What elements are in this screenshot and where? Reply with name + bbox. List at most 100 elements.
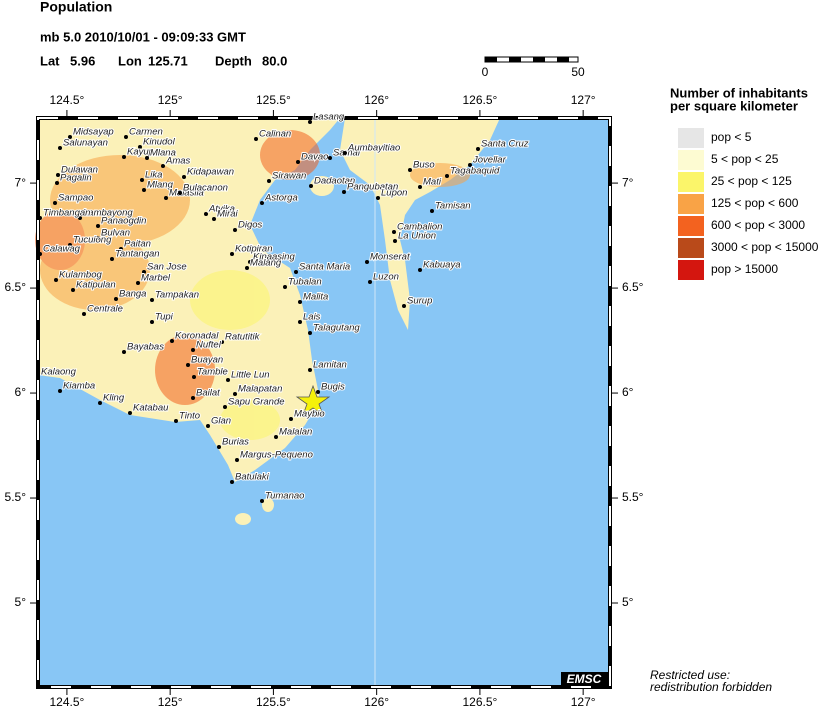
lon-tick-label: 126°: [364, 93, 389, 107]
place-dot: [186, 363, 190, 367]
lat-tick-label: 7°: [15, 175, 27, 189]
place-label: Kinudol: [143, 137, 176, 148]
place-dot: [170, 339, 174, 343]
place-label: Bugis: [321, 382, 345, 393]
place-label: Dulawan: [61, 165, 98, 176]
place-dot: [260, 201, 264, 205]
lat-label: Lat: [40, 53, 60, 68]
place-dot: [82, 312, 86, 316]
place-label: Digos: [238, 220, 263, 231]
place-dot: [150, 320, 154, 324]
place-dot: [38, 216, 42, 220]
place-label: Kotipiran: [235, 244, 273, 255]
place-dot: [71, 288, 75, 292]
place-label: Jovellar: [472, 155, 507, 166]
place-label: Pagalin: [60, 173, 92, 184]
depth-label: Depth: [215, 53, 252, 68]
place-label: Kling: [103, 393, 125, 404]
place-label: Lupon: [381, 188, 407, 199]
place-label: Lais: [303, 312, 321, 323]
place-label: Malalan: [279, 427, 312, 438]
place-label: Glan: [211, 416, 231, 427]
place-label: Paitan: [124, 239, 151, 250]
place-label: Bulacanon: [183, 183, 228, 194]
place-dot: [308, 368, 312, 372]
place-label: Tucuiong: [73, 235, 112, 246]
place-dot: [122, 350, 126, 354]
lat-tick-label: 6.5°: [5, 280, 27, 294]
place-dot: [124, 135, 128, 139]
lat-tick-label: 7°: [622, 175, 634, 189]
place-label: Pangubatan: [347, 182, 398, 193]
place-dot: [78, 216, 82, 220]
place-dot: [296, 160, 300, 164]
place-dot: [138, 145, 142, 149]
place-label: Kinaasing: [253, 252, 295, 263]
place-dot: [308, 331, 312, 335]
place-dot: [150, 298, 154, 302]
place-label: Sapu Grande: [228, 397, 285, 408]
place-dot: [309, 184, 313, 188]
place-dot: [248, 260, 252, 264]
place-label: Aumbayitiao: [347, 143, 400, 154]
place-dot: [235, 458, 239, 462]
place-label: Kidapawan: [187, 167, 234, 178]
legend-title: Number of inhabitants: [670, 85, 808, 100]
place-dot: [96, 224, 100, 228]
place-label: Malang: [250, 258, 282, 269]
place-dot: [233, 392, 237, 396]
place-label: San Jose: [147, 262, 187, 273]
place-label: Lambayong: [83, 208, 133, 219]
place-dot: [316, 390, 320, 394]
lat: 5.96: [70, 53, 95, 68]
place-dot: [430, 209, 434, 213]
place-dot: [53, 201, 57, 205]
place-dot: [408, 168, 412, 172]
place-dot: [220, 340, 224, 344]
place-label: Tupi: [155, 312, 174, 323]
place-dot: [191, 348, 195, 352]
title: Population: [40, 0, 112, 15]
place-dot: [110, 257, 114, 261]
place-label: Bulvan: [101, 228, 130, 239]
place-label: Carmen: [129, 127, 163, 138]
place-label: Katabau: [133, 403, 169, 414]
place-dot: [283, 285, 287, 289]
place-dot: [206, 424, 210, 428]
lon-tick-label: 124.5°: [49, 93, 84, 107]
place-label: Calawag: [43, 244, 81, 255]
place-dot: [96, 236, 100, 240]
place-dot: [223, 405, 227, 409]
place-label: Midsayap: [73, 127, 114, 138]
place-dot: [308, 120, 312, 124]
lon-tick-label: 126.5°: [462, 93, 497, 107]
lon-tick-label: 124.5°: [49, 695, 84, 709]
place-label: Tagabaquid: [450, 166, 500, 177]
place-label: Marbel: [141, 273, 171, 284]
place-label: Cambalion: [397, 222, 442, 233]
place-dot: [267, 179, 271, 183]
place-label: Monserat: [370, 252, 410, 263]
lon-tick-label: 125.5°: [256, 93, 291, 107]
place-label: Margus-Pequeno: [240, 450, 313, 461]
place-label: Banga: [119, 289, 146, 300]
lon-tick-label: 126.5°: [462, 695, 497, 709]
place-label: Sampao: [58, 193, 93, 204]
place-label: Nuftel: [196, 340, 222, 351]
legend-label: 25 < pop < 125: [711, 174, 792, 188]
place-label: Astorga: [264, 193, 298, 204]
place-dot: [114, 297, 118, 301]
place-dot: [393, 239, 397, 243]
place-label: Panaogdin: [101, 216, 146, 227]
legend-title: per square kilometer: [670, 98, 798, 113]
place-label: Burias: [222, 437, 249, 448]
place-label: Mlang: [147, 180, 174, 191]
depth: 80.0: [262, 53, 287, 68]
place-label: Kulambog: [59, 270, 102, 281]
legend-label: 5 < pop < 25: [711, 152, 779, 166]
lon-tick-label: 127°: [571, 93, 596, 107]
place-dot: [230, 480, 234, 484]
legend-label: pop < 5: [711, 130, 752, 144]
place-label: Kalaong: [41, 367, 77, 378]
scale-bar: 0 50: [482, 56, 585, 79]
